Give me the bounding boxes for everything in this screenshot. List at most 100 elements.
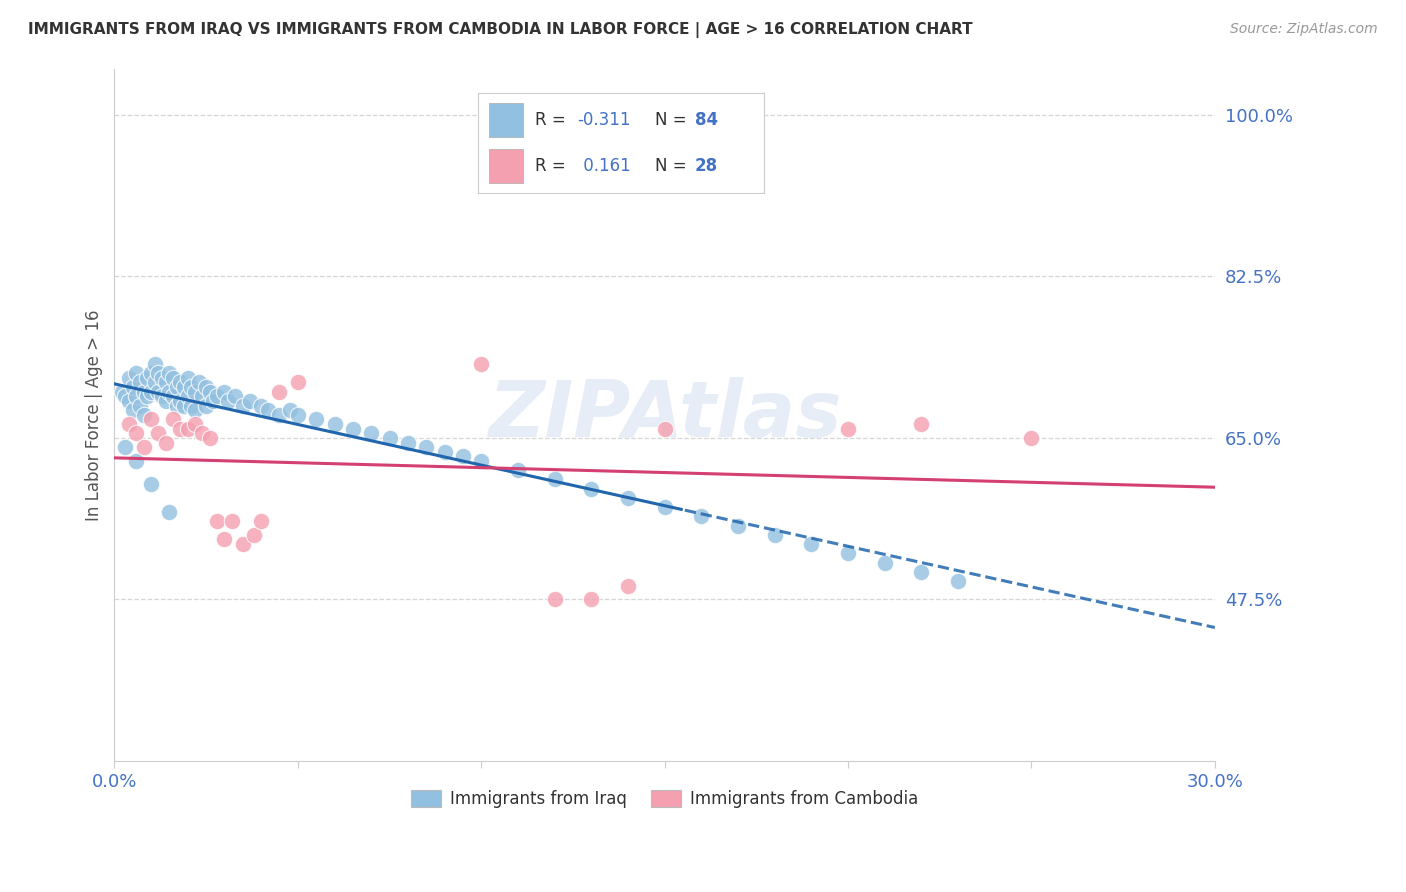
Point [118, 417, 141, 431]
Point [184, 403, 207, 417]
Point [250, 514, 273, 528]
Point [187, 376, 209, 390]
Point [166, 399, 188, 413]
Text: Source: ZipAtlas.com: Source: ZipAtlas.com [1230, 22, 1378, 37]
Point [727, 518, 749, 533]
Point [202, 393, 225, 408]
Point [581, 592, 603, 607]
Point [159, 366, 181, 380]
Point [470, 454, 492, 468]
Point [224, 389, 246, 403]
Point [690, 509, 713, 524]
Point [114, 389, 136, 403]
Point [143, 376, 166, 390]
Point [118, 371, 141, 385]
Point [139, 477, 162, 491]
Point [132, 408, 155, 422]
Point [184, 417, 207, 431]
Point [150, 389, 173, 403]
Point [305, 412, 328, 426]
Point [148, 366, 170, 380]
Point [159, 384, 181, 399]
Point [221, 514, 243, 528]
Point [910, 565, 932, 579]
Point [121, 403, 143, 417]
Point [342, 422, 364, 436]
Point [1021, 431, 1043, 445]
Point [136, 389, 159, 403]
Point [910, 417, 932, 431]
Point [654, 500, 676, 515]
Point [214, 533, 236, 547]
Point [173, 399, 195, 413]
Point [415, 440, 437, 454]
Point [232, 399, 254, 413]
Point [177, 389, 200, 403]
Point [205, 514, 228, 528]
Point [180, 380, 202, 394]
Point [114, 440, 136, 454]
Point [139, 384, 162, 399]
Point [173, 380, 195, 394]
Point [198, 431, 221, 445]
Point [191, 426, 214, 441]
Point [132, 440, 155, 454]
Point [125, 426, 148, 441]
Point [396, 435, 419, 450]
Point [169, 376, 191, 390]
Point [287, 408, 309, 422]
Point [257, 403, 280, 417]
Point [198, 384, 221, 399]
Point [873, 556, 896, 570]
Point [125, 389, 148, 403]
Point [232, 537, 254, 551]
Point [139, 366, 162, 380]
Point [125, 454, 148, 468]
Y-axis label: In Labor Force | Age > 16: In Labor Force | Age > 16 [86, 309, 103, 521]
Point [132, 384, 155, 399]
Point [169, 422, 191, 436]
Point [169, 393, 191, 408]
Point [269, 384, 291, 399]
Point [162, 389, 184, 403]
Point [148, 426, 170, 441]
Point [360, 426, 382, 441]
Point [205, 389, 228, 403]
Point [946, 574, 969, 588]
Point [148, 384, 170, 399]
Point [136, 371, 159, 385]
Point [217, 393, 239, 408]
Point [121, 380, 143, 394]
Point [269, 408, 291, 422]
Point [654, 422, 676, 436]
Point [617, 579, 640, 593]
Point [506, 463, 529, 477]
Point [139, 412, 162, 426]
Point [180, 399, 202, 413]
Point [543, 472, 565, 486]
Point [451, 450, 474, 464]
Point [214, 384, 236, 399]
Point [111, 384, 134, 399]
Point [118, 393, 141, 408]
Point [543, 592, 565, 607]
Point [433, 444, 456, 458]
Point [155, 376, 177, 390]
Point [191, 389, 214, 403]
Text: ZIPAtlas: ZIPAtlas [488, 376, 841, 453]
Point [763, 528, 786, 542]
Point [184, 384, 207, 399]
Point [129, 399, 152, 413]
Point [800, 537, 823, 551]
Point [280, 403, 302, 417]
Legend: Immigrants from Iraq, Immigrants from Cambodia: Immigrants from Iraq, Immigrants from Ca… [405, 783, 925, 815]
Point [162, 412, 184, 426]
Point [159, 505, 181, 519]
Point [155, 393, 177, 408]
Point [243, 528, 266, 542]
Point [155, 435, 177, 450]
Point [195, 399, 218, 413]
Point [239, 393, 262, 408]
Point [837, 422, 859, 436]
Point [150, 371, 173, 385]
